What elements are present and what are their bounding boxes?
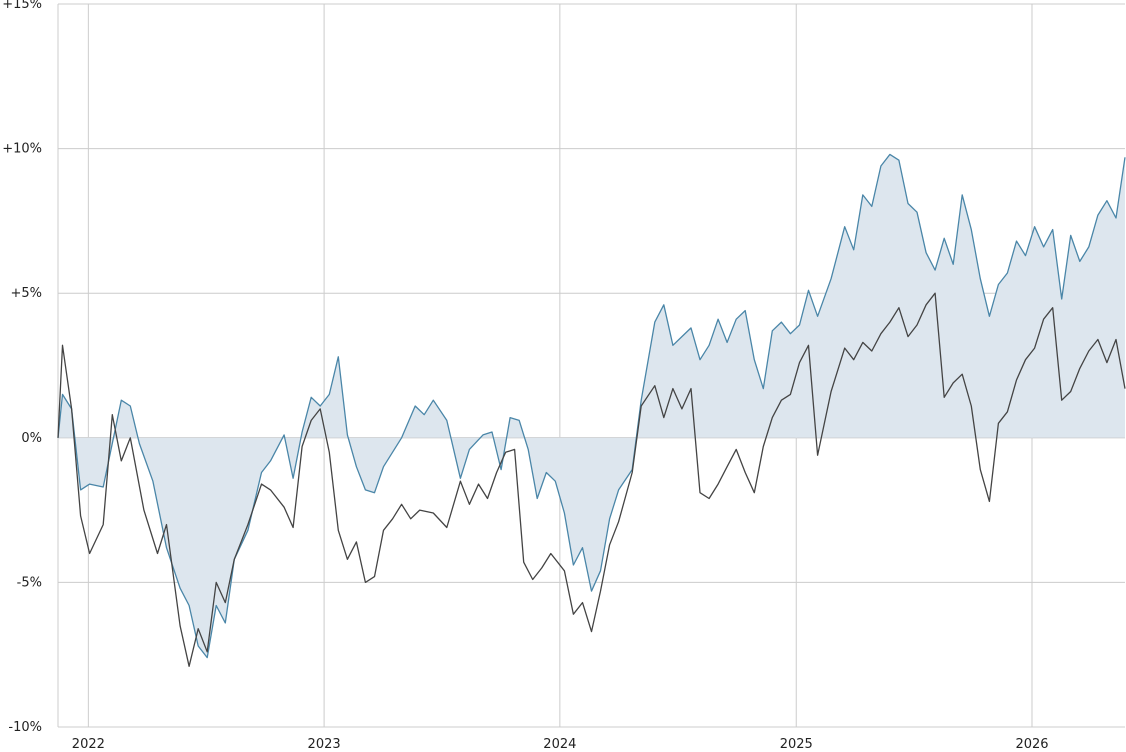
x-tick-label: 2023 <box>308 737 341 752</box>
series-area <box>58 154 1125 658</box>
series-line <box>57 153 1126 659</box>
y-tick-label: -5% <box>17 575 42 590</box>
tick-labels: -10% -5% 0% +5% +10% +15% 2022 2023 2024 2025 2026 <box>2 0 1048 752</box>
y-tick-label: +15% <box>2 0 42 12</box>
x-tick-label: 2022 <box>72 737 105 752</box>
series-group <box>57 153 1126 667</box>
x-tick-label: 2024 <box>543 737 576 752</box>
series-line <box>57 292 1126 667</box>
x-tick-label: 2025 <box>780 737 813 752</box>
y-tick-label: -10% <box>8 720 42 735</box>
y-tick-label: +5% <box>10 286 42 301</box>
y-tick-label: +10% <box>2 142 42 157</box>
y-tick-label: 0% <box>21 431 42 446</box>
x-tick-label: 2026 <box>1015 737 1048 752</box>
